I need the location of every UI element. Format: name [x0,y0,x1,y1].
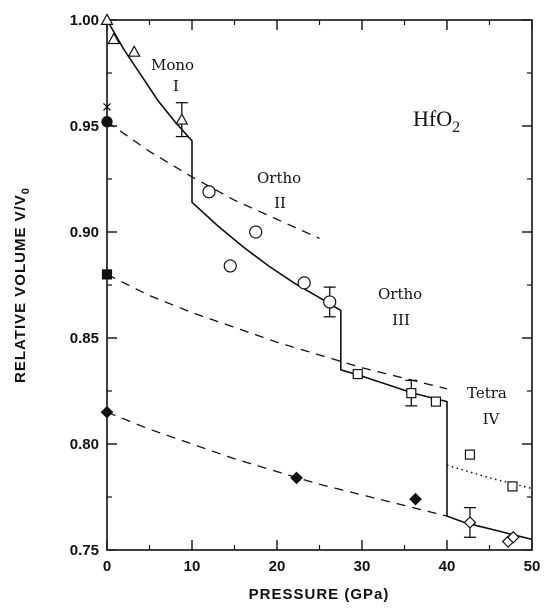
data-point-triangle [107,32,121,45]
data-point-triangle [100,13,114,25]
data-point-square [464,449,476,460]
data-points [100,13,520,548]
axis-ticks: 0 10 20 30 40 50 0.75 0.80 0.85 0.90 0.95 1.00 [70,12,541,575]
data-point-circle [202,185,216,199]
data-point-circle [249,225,263,239]
y-tick-label: 0.80 [70,436,99,453]
y-tick-label: 1.00 [70,12,99,29]
fit-curve-dashed [106,411,448,517]
data-point-square [430,396,442,407]
phase-numeral-iv: IV [483,410,501,428]
chart-title-sub: 2 [452,119,460,136]
phase-numeral-i: I [173,77,179,95]
x-tick-label: 0 [103,558,111,575]
chart-title: HfO2 [413,106,460,136]
x-tick-label: 20 [269,558,286,575]
x-tick-label: 30 [354,558,371,575]
phase-label-mono: Mono [151,56,194,74]
x-tick-label: 50 [524,558,541,575]
data-point-square [507,481,518,492]
y-axis-label: RELATIVE VOLUME V/V0 [12,187,32,383]
y-axis-label-main: RELATIVE VOLUME V/V [12,194,29,383]
x-tick-label: 10 [184,558,201,575]
error-bars [175,102,476,538]
data-point-diamond [506,530,520,544]
x-tick-label: 40 [439,558,456,575]
data-point-cross [103,102,111,111]
y-axis-label-sub: 0 [20,187,32,194]
data-point-diamond-filled [409,492,422,506]
fit-curve-dashed [106,273,448,390]
fit-curve-dotted [446,464,533,490]
phase-numeral-ii: II [274,194,286,212]
phase-label-tetra: Tetra [467,384,507,402]
data-point-triangle [127,45,141,57]
data-point-diamond-filled [100,405,114,419]
chart-title-main: HfO [413,106,452,131]
phase-label-ortho-iii: Ortho [378,285,422,303]
y-tick-label: 0.90 [70,224,99,241]
y-tick-label: 0.85 [70,330,99,347]
data-point-diamond [463,516,477,529]
y-tick-label: 0.95 [70,118,99,135]
phase-numeral-iii: III [392,311,410,329]
data-point-square-filled [101,269,113,280]
y-tick-label: 0.75 [70,542,99,559]
data-point-triangle [175,112,189,125]
x-axis-label: PRESSURE (GPa) [249,586,390,603]
phase-label-ortho-ii: Ortho [257,169,301,187]
data-point-circle-filled [101,116,113,128]
data-point-square [406,388,417,399]
data-point-square [352,368,363,380]
data-point-circle [323,295,337,309]
plot-frame [106,19,533,551]
data-point-diamond-filled [290,471,303,485]
curves [106,19,533,541]
data-point-circle [223,259,237,273]
fit-curve-solid [106,19,533,541]
data-point-circle [297,276,311,290]
y-axis-label-group: RELATIVE VOLUME V/V0 [12,187,32,383]
